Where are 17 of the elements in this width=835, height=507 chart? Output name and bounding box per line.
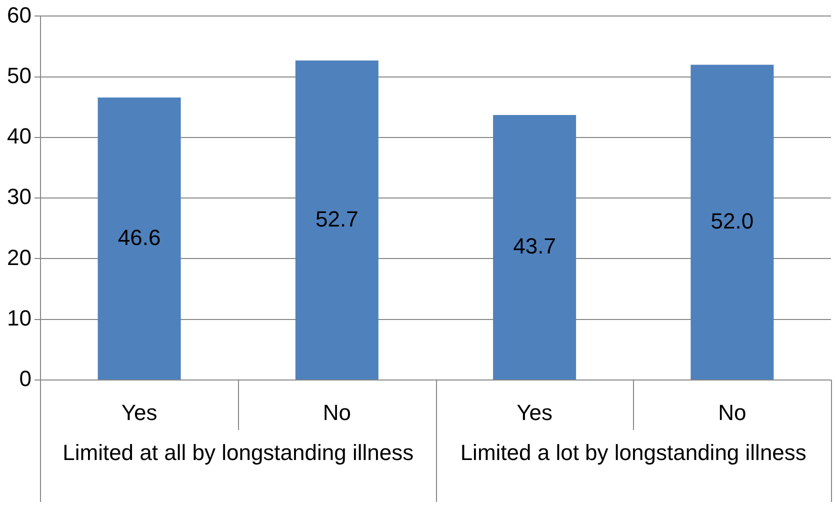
y-tick-label: 50 bbox=[6, 62, 32, 88]
x-tick-label: No bbox=[718, 400, 746, 426]
y-tick-label: 0 bbox=[19, 366, 32, 392]
y-tick-label: 30 bbox=[6, 184, 32, 210]
data-label: 46.6 bbox=[118, 224, 161, 250]
y-tick-label: 40 bbox=[6, 124, 32, 149]
data-label: 52.7 bbox=[316, 206, 358, 232]
y-tick-label: 10 bbox=[6, 305, 32, 330]
data-label: 52.0 bbox=[710, 208, 754, 234]
text: Limited a lot by longstanding illness bbox=[460, 440, 806, 466]
text: Limited at all by longstanding illness bbox=[62, 440, 414, 466]
y-tick-label: 20 bbox=[6, 244, 32, 270]
data-label: 43.7 bbox=[513, 234, 556, 259]
x-tick-label: Yes bbox=[121, 400, 158, 426]
x-tick-label: No bbox=[322, 400, 351, 426]
y-tick-label: 60 bbox=[6, 2, 32, 28]
x-tick-label: Yes bbox=[516, 400, 552, 426]
